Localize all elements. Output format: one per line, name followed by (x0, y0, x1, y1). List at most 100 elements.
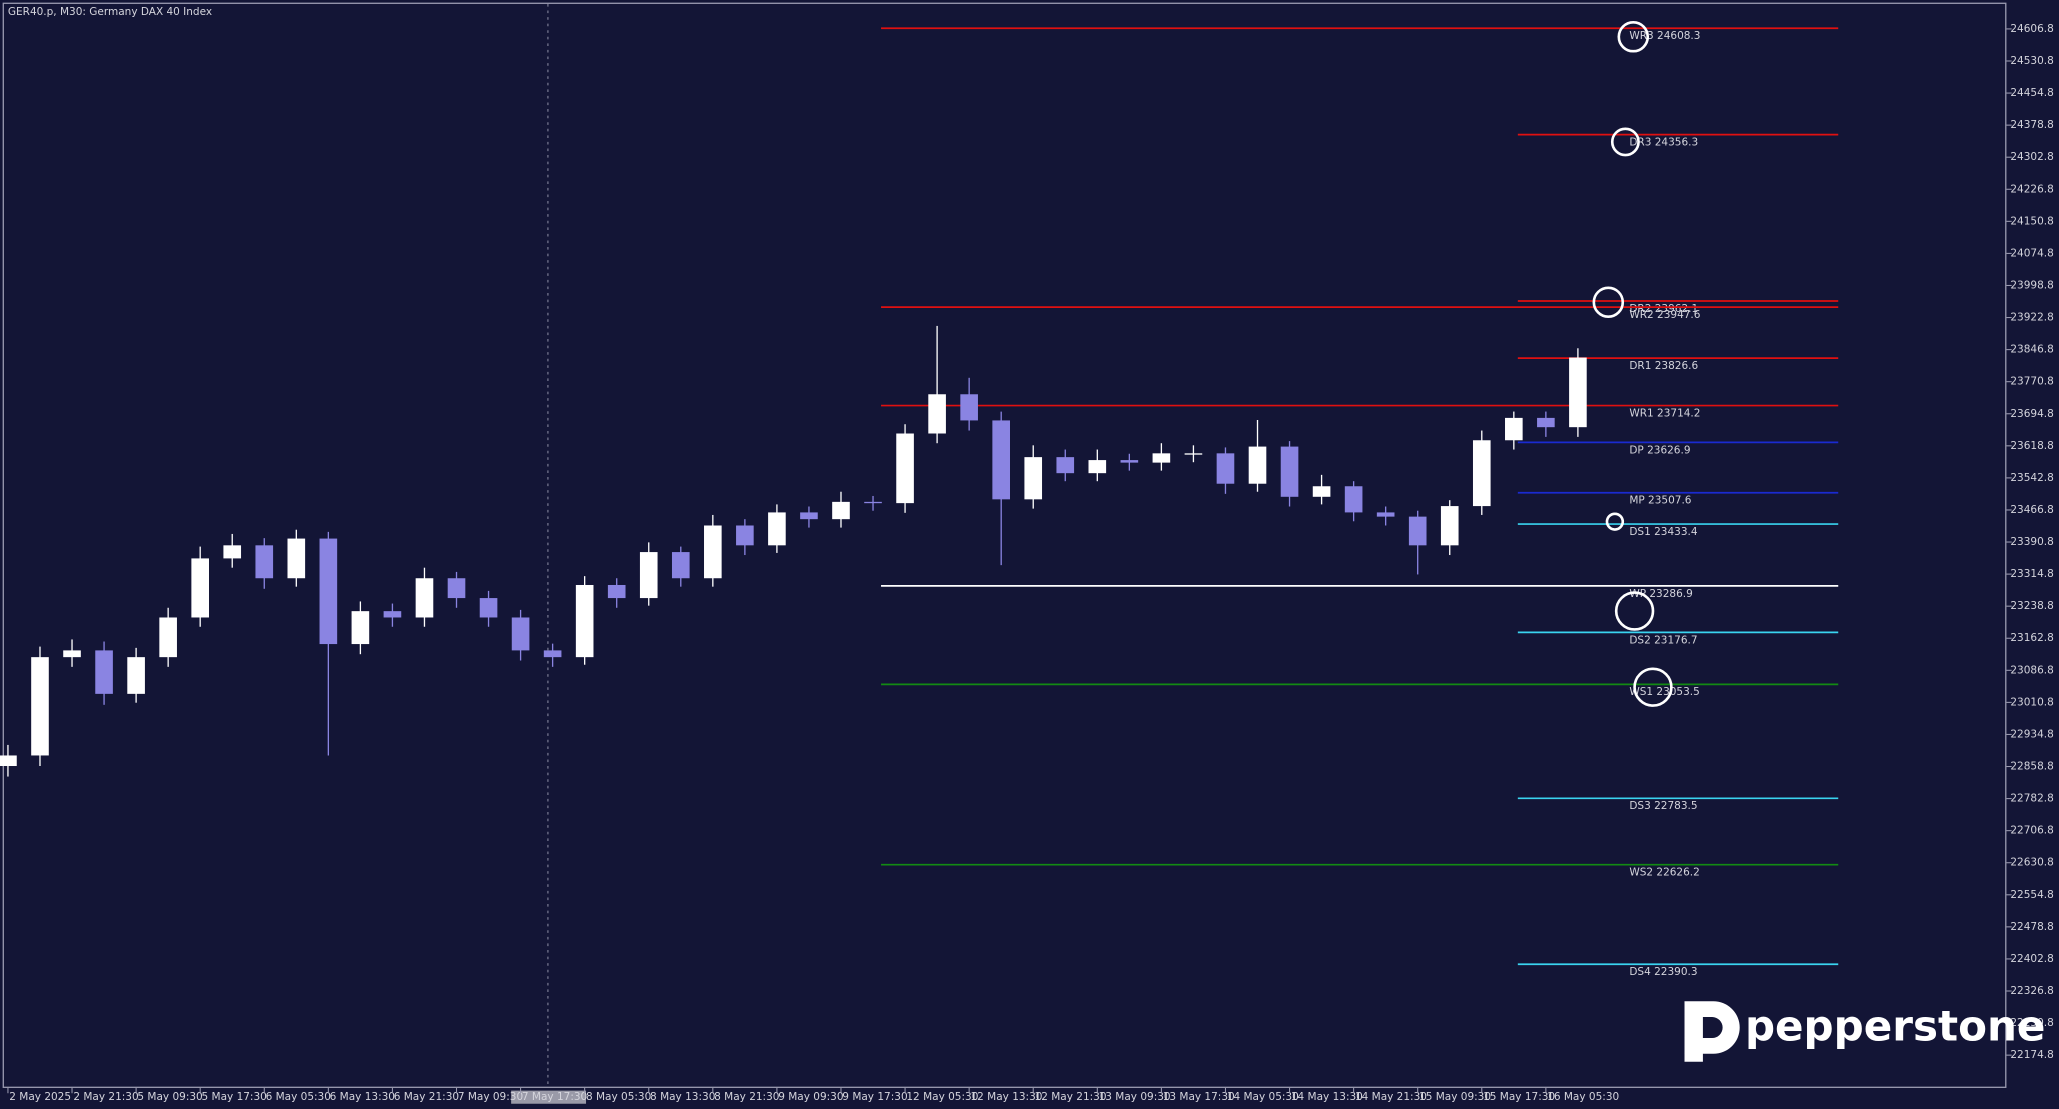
x-tick-label: 6 May 13:30 (330, 1091, 395, 1103)
candle-body (671, 552, 690, 579)
y-tick-label: 24074.8 (2010, 247, 2053, 259)
candle-body (383, 611, 402, 618)
crosshair-time-box (511, 1090, 587, 1104)
x-tick-label: 2 May 21:30 (73, 1091, 138, 1103)
candle-body (1248, 446, 1267, 484)
x-tick-label: 5 May 09:30 (137, 1091, 202, 1103)
candle-body (768, 512, 786, 546)
x-tick-label: 14 May 05:30 (1227, 1091, 1299, 1103)
candle-body (1344, 486, 1363, 513)
pivot-label: WR2 23947.6 (1629, 309, 1700, 321)
candle-body (1216, 453, 1235, 484)
y-tick-label: 22554.8 (2010, 889, 2053, 901)
candle-body (1569, 357, 1587, 428)
candle-body (960, 394, 978, 421)
candle-body (159, 617, 177, 658)
pivot-label: WR3 24608.3 (1629, 30, 1700, 42)
candle-body (1184, 453, 1203, 455)
candle-body (639, 552, 658, 599)
candle-body (1376, 512, 1395, 517)
candle-body (896, 433, 914, 504)
y-tick-label: 22706.8 (2010, 825, 2053, 837)
candle-body (543, 650, 562, 658)
candle-body (1408, 516, 1427, 546)
candle-body (928, 394, 946, 434)
x-tick-label: 7 May 17:30 (522, 1091, 587, 1103)
x-tick-label: 9 May 17:30 (842, 1091, 907, 1103)
y-tick-label: 22478.8 (2010, 921, 2053, 933)
y-tick-label: 24226.8 (2010, 183, 2053, 195)
y-tick-label: 24150.8 (2010, 215, 2053, 227)
candle-body (31, 657, 49, 756)
candle-body (832, 501, 850, 520)
y-tick-label: 23846.8 (2010, 344, 2053, 356)
x-tick-label: 2 May 2025 (9, 1091, 71, 1103)
candle-body (1120, 460, 1139, 463)
pivot-label: WR1 23714.2 (1629, 407, 1700, 419)
x-tick-label: 14 May 21:30 (1355, 1091, 1427, 1103)
plot-frame (2, 2, 2007, 1088)
pivot-label: WS1 23053.5 (1629, 686, 1699, 698)
annotation-circle (1610, 127, 1640, 157)
candle-body (255, 545, 274, 579)
y-tick-label: 24302.8 (2010, 151, 2053, 163)
annotations (1592, 21, 1673, 707)
brand-icon-cut (1702, 1017, 1723, 1039)
pivot-label: MP 23507.6 (1629, 495, 1691, 507)
pivot-label: DS1 23433.4 (1629, 526, 1698, 538)
brand-name: pepperstone (1745, 1001, 2045, 1050)
y-tick-label: 22326.8 (2010, 985, 2053, 997)
x-tick-label: 9 May 09:30 (778, 1091, 843, 1103)
x-tick-label: 12 May 13:30 (970, 1091, 1042, 1103)
x-tick-label: 12 May 21:30 (1035, 1091, 1107, 1103)
x-tick-label: 6 May 21:30 (394, 1091, 459, 1103)
y-tick-label: 22782.8 (2010, 793, 2053, 805)
y-tick-label: 24606.8 (2010, 23, 2053, 35)
x-tick-label: 8 May 13:30 (650, 1091, 715, 1103)
candle-body (1312, 486, 1331, 497)
pivot-label: DR3 24356.3 (1629, 137, 1698, 149)
y-tick-label: 22402.8 (2010, 953, 2053, 965)
y-tick-label: 22934.8 (2010, 728, 2053, 740)
y-tick-label: 23010.8 (2010, 696, 2053, 708)
y-tick-label: 24530.8 (2010, 55, 2053, 67)
y-tick-label: 23390.8 (2010, 536, 2053, 548)
candle-body (0, 755, 17, 767)
candle-body (1440, 506, 1459, 546)
candle-body (1472, 440, 1491, 507)
chart-title: GER40.p, M30: Germany DAX 40 Index (8, 6, 212, 18)
y-tick-label: 23922.8 (2010, 312, 2053, 324)
candle-body (223, 545, 242, 559)
marks: 24606.8 24530.8 24454.8 24378.8 24302.8 24226… (0, 23, 2054, 1103)
candle-body (1505, 417, 1523, 441)
annotation-circle (1633, 667, 1673, 707)
x-tick-label: 14 May 13:30 (1291, 1091, 1363, 1103)
candle-body (992, 420, 1010, 500)
y-tick-label: 24454.8 (2010, 87, 2053, 99)
x-tick-label: 12 May 05:30 (906, 1091, 978, 1103)
candle-body (351, 611, 370, 645)
x-tick-label: 15 May 17:30 (1483, 1091, 1555, 1103)
candle-body (63, 650, 81, 658)
x-tick-label: 13 May 09:30 (1099, 1091, 1171, 1103)
y-tick-label: 23162.8 (2010, 632, 2053, 644)
x-tick-label: 16 May 05:30 (1547, 1091, 1619, 1103)
candle-body (447, 578, 466, 599)
pivot-label: DS4 22390.3 (1629, 966, 1697, 978)
y-tick-label: 23542.8 (2010, 472, 2053, 484)
x-tick-label: 13 May 17:30 (1163, 1091, 1235, 1103)
pivot-label: DS3 22783.5 (1629, 800, 1697, 812)
pivot-label: DR1 23826.6 (1629, 360, 1698, 372)
annotation-circle (1605, 512, 1625, 531)
candle-body (704, 525, 722, 579)
x-tick-label: 8 May 21:30 (714, 1091, 779, 1103)
y-tick-label: 22858.8 (2010, 761, 2053, 773)
candle-body (864, 501, 882, 504)
pivot-label: DP 23626.9 (1629, 444, 1690, 456)
candle-body (287, 538, 306, 579)
y-tick-label: 22250.8 (2010, 1017, 2053, 1029)
x-tick-label: 7 May 09:30 (458, 1091, 523, 1103)
y-tick-label: 23998.8 (2010, 279, 2053, 291)
